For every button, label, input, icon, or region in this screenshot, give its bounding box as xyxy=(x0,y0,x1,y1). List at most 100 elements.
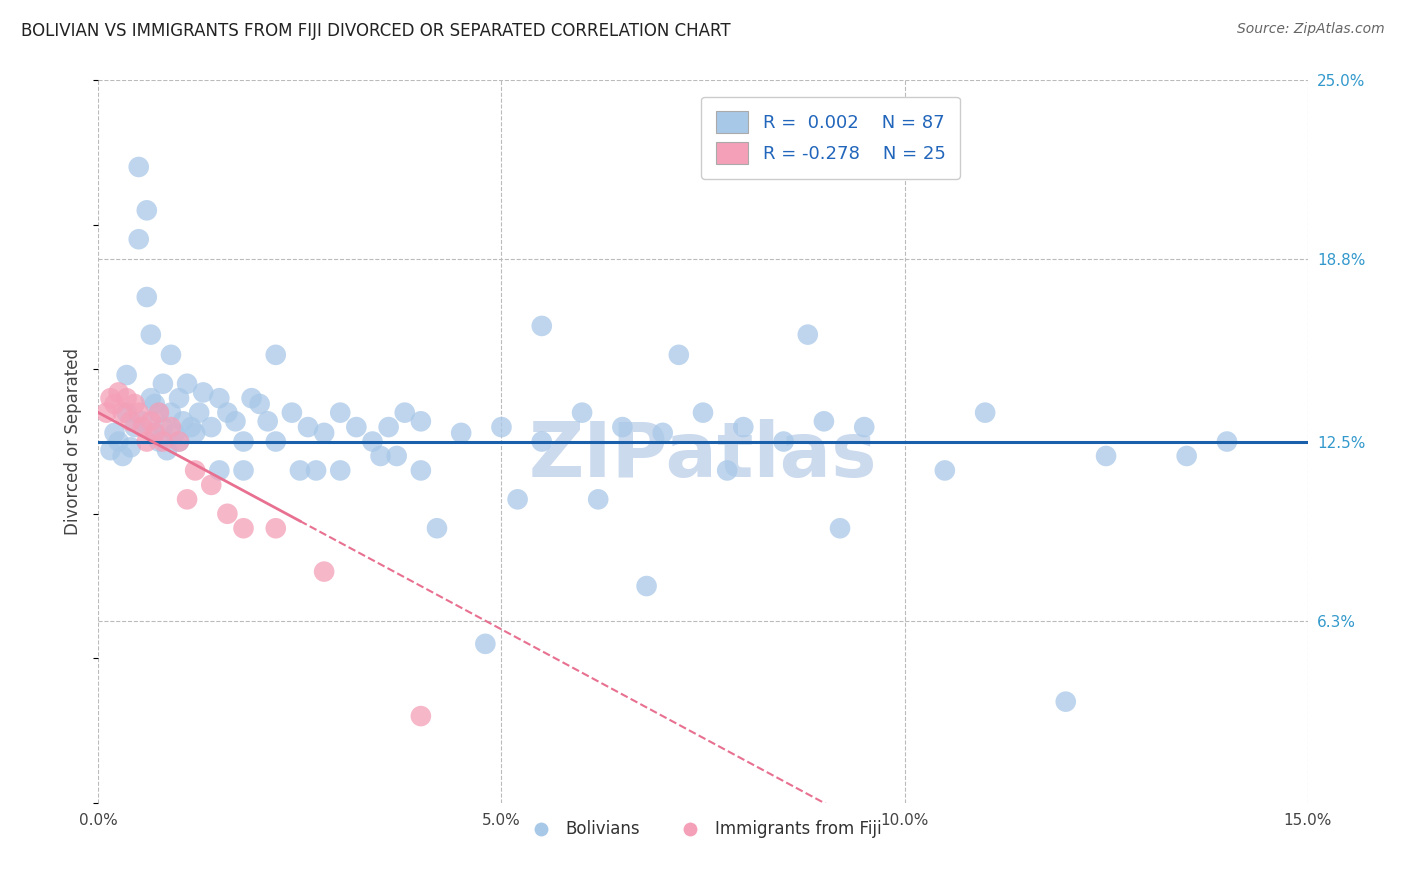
Point xyxy=(1216,434,1239,449)
Point xyxy=(148,406,170,420)
Point xyxy=(124,397,146,411)
Point xyxy=(163,425,186,440)
Point xyxy=(139,391,162,405)
Point xyxy=(409,414,432,428)
Point xyxy=(160,406,183,420)
Point xyxy=(208,391,231,405)
Point xyxy=(167,391,190,405)
Point xyxy=(124,420,146,434)
Point xyxy=(217,507,239,521)
Point xyxy=(111,449,134,463)
Point xyxy=(193,385,215,400)
Point xyxy=(797,327,820,342)
Point xyxy=(152,376,174,391)
Point xyxy=(314,425,336,440)
Point xyxy=(636,579,658,593)
Y-axis label: Divorced or Separated: Divorced or Separated xyxy=(65,348,83,535)
Point xyxy=(385,449,408,463)
Point xyxy=(612,420,634,434)
Point xyxy=(813,414,835,428)
Point xyxy=(100,443,122,458)
Point xyxy=(115,368,138,382)
Point xyxy=(733,420,755,434)
Point xyxy=(828,521,851,535)
Point xyxy=(188,406,211,420)
Point xyxy=(160,348,183,362)
Point xyxy=(103,397,125,411)
Point xyxy=(200,420,222,434)
Point xyxy=(224,414,246,428)
Point xyxy=(1095,449,1118,463)
Point xyxy=(180,420,202,434)
Point xyxy=(103,425,125,440)
Point xyxy=(208,463,231,477)
Point xyxy=(152,420,174,434)
Point xyxy=(167,434,190,449)
Point xyxy=(132,414,155,428)
Point xyxy=(1054,695,1077,709)
Point xyxy=(329,463,352,477)
Text: ZIPatlas: ZIPatlas xyxy=(529,419,877,493)
Point xyxy=(96,406,118,420)
Point xyxy=(281,406,304,420)
Point xyxy=(132,420,155,434)
Point xyxy=(297,420,319,434)
Point xyxy=(135,290,157,304)
Point xyxy=(264,434,287,449)
Point xyxy=(139,327,162,342)
Point xyxy=(232,434,254,449)
Point xyxy=(176,376,198,391)
Point xyxy=(474,637,496,651)
Point xyxy=(143,397,166,411)
Point xyxy=(314,565,336,579)
Point xyxy=(394,406,416,420)
Point xyxy=(148,406,170,420)
Point xyxy=(264,348,287,362)
Point xyxy=(128,406,150,420)
Point xyxy=(692,406,714,420)
Point xyxy=(409,463,432,477)
Point xyxy=(200,478,222,492)
Point xyxy=(217,406,239,420)
Point xyxy=(264,521,287,535)
Point xyxy=(128,160,150,174)
Point xyxy=(361,434,384,449)
Point xyxy=(249,397,271,411)
Point xyxy=(288,463,311,477)
Point xyxy=(506,492,529,507)
Point xyxy=(256,414,278,428)
Point xyxy=(128,232,150,246)
Point xyxy=(115,391,138,405)
Point xyxy=(176,492,198,507)
Point xyxy=(934,463,956,477)
Point xyxy=(772,434,794,449)
Point xyxy=(586,492,609,507)
Point xyxy=(668,348,690,362)
Point xyxy=(716,463,738,477)
Point xyxy=(370,449,392,463)
Point xyxy=(115,406,138,420)
Point xyxy=(172,414,194,428)
Point xyxy=(156,443,179,458)
Point xyxy=(120,414,142,428)
Point xyxy=(651,425,673,440)
Point xyxy=(135,203,157,218)
Point xyxy=(184,425,207,440)
Point xyxy=(148,434,170,449)
Point xyxy=(409,709,432,723)
Text: Source: ZipAtlas.com: Source: ZipAtlas.com xyxy=(1237,22,1385,37)
Point xyxy=(232,463,254,477)
Point xyxy=(139,414,162,428)
Point xyxy=(135,434,157,449)
Point xyxy=(107,385,129,400)
Point xyxy=(305,463,328,477)
Point xyxy=(530,318,553,333)
Point xyxy=(184,463,207,477)
Point xyxy=(240,391,263,405)
Point xyxy=(426,521,449,535)
Point xyxy=(974,406,997,420)
Point xyxy=(111,406,134,420)
Point xyxy=(107,434,129,449)
Point xyxy=(120,440,142,454)
Point xyxy=(152,434,174,449)
